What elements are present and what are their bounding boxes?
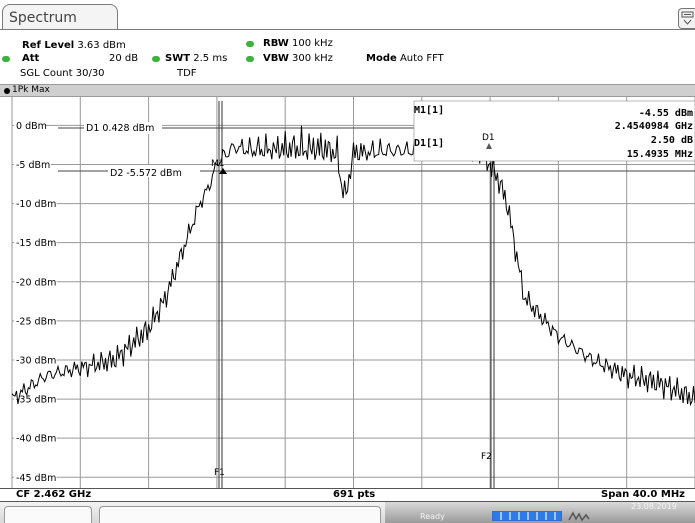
swt-label: SWT bbox=[165, 53, 191, 64]
y-tick-label: -45 dBm bbox=[16, 473, 56, 484]
d2-line-label-bg bbox=[108, 165, 200, 177]
y-tick-label: -25 dBm bbox=[16, 316, 56, 327]
sweep-progress-fill bbox=[493, 512, 561, 520]
rbw-label: RBW bbox=[263, 38, 289, 49]
d2-line-label: D2 -5.572 dBm bbox=[110, 168, 182, 179]
m1-marker-tag: M1 bbox=[211, 159, 225, 169]
y-axis-labels: 0 dBm -5 dBm -10 dBm -15 dBm -20 dBm -25 dBm -… bbox=[14, 119, 57, 484]
trace-indicator-icon bbox=[4, 88, 10, 94]
att-indicator-icon bbox=[2, 56, 10, 62]
status-field-2 bbox=[99, 506, 381, 523]
trace-label-bar: 1Pk Max bbox=[0, 84, 695, 97]
tab-spectrum[interactable]: Spectrum bbox=[2, 4, 118, 30]
swt-indicator-icon bbox=[152, 56, 160, 62]
f2-label: F2 bbox=[481, 452, 492, 462]
mode-label: Mode bbox=[366, 53, 397, 64]
status-ready: Ready bbox=[420, 512, 445, 521]
y-tick-label-bg bbox=[14, 119, 45, 131]
m1-label: M1[1] bbox=[414, 105, 444, 116]
d1-label: D1[1] bbox=[414, 138, 444, 149]
d1-level: 2.50 dB bbox=[651, 135, 693, 146]
rbw-value: 100 kHz bbox=[292, 38, 333, 49]
ref-level-label: Ref Level bbox=[22, 40, 75, 51]
mode: Mode Auto FFT bbox=[366, 53, 444, 65]
att-label: Att bbox=[22, 53, 40, 64]
y-tick-label-bg bbox=[14, 471, 57, 483]
activity-icon bbox=[568, 511, 590, 521]
spectrum-plot[interactable]: 0 dBm -5 dBm -10 dBm -15 dBm -20 dBm -25 dBm -… bbox=[0, 97, 695, 488]
tab-spectrum-label: Spectrum bbox=[9, 10, 77, 26]
center-frequency: CF 2.462 GHz bbox=[16, 489, 92, 500]
y-tick-label-bg bbox=[14, 197, 57, 209]
ref-level-value: 3.63 dBm bbox=[77, 40, 126, 51]
trace-label: 1Pk Max bbox=[12, 85, 50, 95]
tab-bar: Spectrum bbox=[0, 0, 695, 30]
y-tick-label: -40 dBm bbox=[16, 434, 56, 445]
y-tick-label: -35 dBm bbox=[16, 395, 56, 406]
status-field-1 bbox=[4, 506, 92, 523]
span: Span 40.0 MHz bbox=[601, 489, 686, 500]
tab-divider bbox=[0, 29, 695, 30]
y-tick-label: -30 dBm bbox=[16, 355, 56, 366]
status-bar: Ready 23.08.2019 bbox=[0, 502, 695, 523]
y-tick-label-bg bbox=[14, 236, 57, 248]
vbw-label: VBW bbox=[263, 53, 289, 64]
sweep-progress-bar bbox=[492, 511, 562, 521]
y-tick-label-bg bbox=[14, 432, 57, 444]
swt: SWT 2.5 ms bbox=[165, 53, 227, 65]
f1-label: F1 bbox=[214, 468, 225, 478]
tdf-label: TDF bbox=[177, 68, 197, 79]
y-tick-label-bg bbox=[14, 158, 51, 170]
m1-level: -4.55 dBm bbox=[639, 108, 693, 119]
y-tick-label: -5 dBm bbox=[16, 160, 50, 171]
y-tick-label: -15 dBm bbox=[16, 238, 56, 249]
plot-grid bbox=[11, 97, 695, 488]
vbw: VBW 300 kHz bbox=[263, 53, 333, 65]
ref-level: Ref Level 3.63 dBm bbox=[22, 40, 126, 52]
swt-value: 2.5 ms bbox=[193, 53, 228, 64]
y-tick-label: -20 dBm bbox=[16, 277, 56, 288]
plot-footer: CF 2.462 GHz 691 pts Span 40.0 MHz bbox=[0, 488, 695, 502]
m1-marker-icon bbox=[219, 168, 227, 174]
status-date: 23.08.2019 bbox=[631, 502, 677, 511]
spectrum-trace bbox=[11, 125, 695, 407]
rbw: RBW 100 kHz bbox=[263, 38, 333, 50]
rbw-indicator-icon bbox=[246, 41, 254, 47]
d1-line-label: D1 0.428 dBm bbox=[86, 123, 154, 134]
d1-marker-tag: D1 bbox=[482, 133, 495, 143]
y-tick-label-bg bbox=[14, 353, 57, 365]
d1-frequency: 15.4935 MHz bbox=[627, 149, 693, 160]
y-tick-label-bg bbox=[14, 393, 57, 405]
y-tick-label-bg bbox=[14, 314, 57, 326]
vbw-value: 300 kHz bbox=[292, 53, 333, 64]
y-tick-label: -10 dBm bbox=[16, 199, 56, 210]
m1-frequency: 2.4540984 GHz bbox=[615, 121, 693, 132]
mode-value: Auto FFT bbox=[399, 53, 444, 64]
marker-info-box bbox=[413, 100, 695, 162]
y-tick-label-bg bbox=[14, 275, 57, 287]
d1-line-label-bg bbox=[84, 122, 162, 134]
sweep-points: 691 pts bbox=[333, 489, 376, 500]
d1-marker-icon bbox=[486, 143, 492, 149]
y-tick-label: 0 dBm bbox=[16, 121, 47, 132]
att: Att bbox=[22, 53, 39, 65]
window-menu-icon[interactable] bbox=[678, 8, 695, 29]
plot-background bbox=[0, 97, 695, 488]
sgl-count: SGL Count 30/30 bbox=[20, 68, 105, 79]
att-value: 20 dB bbox=[109, 53, 139, 64]
vbw-indicator-icon bbox=[246, 56, 254, 62]
